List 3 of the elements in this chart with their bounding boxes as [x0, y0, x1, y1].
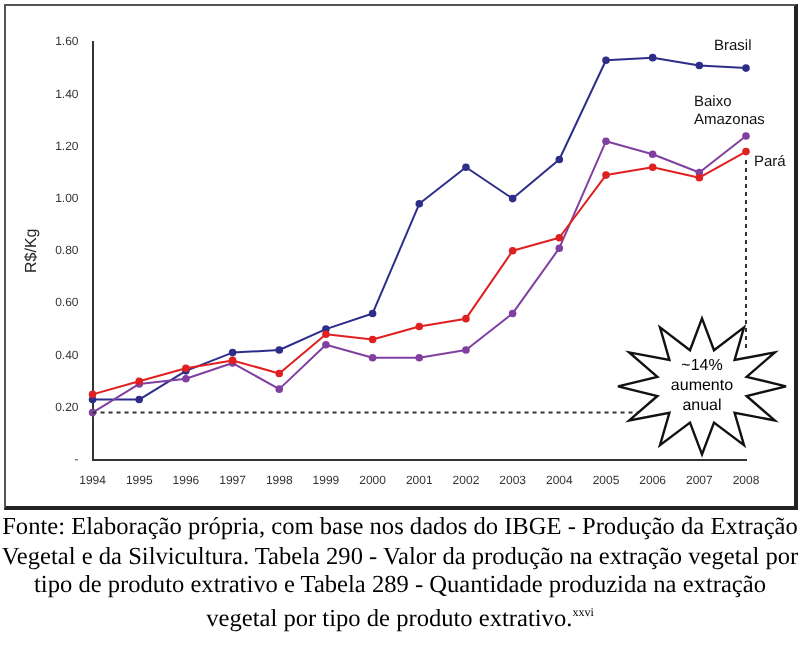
- source-note: Fonte: Elaboração própria, com base nos dados do IBGE - Produção da Extração Vegetal e da Silvicultura. Tabela 290 - Valor da produção na extração vegetal por tipo de produto extrativo e Tabela 289 - Quantidade produzida na extração vegetal por tipo de produto extrativo.$^{xxvi}$: [0, 512, 800, 633]
- annotation: ~14% aumento anual: [668, 356, 736, 416]
- y-axis-title: R$/Kg: [22, 228, 41, 274]
